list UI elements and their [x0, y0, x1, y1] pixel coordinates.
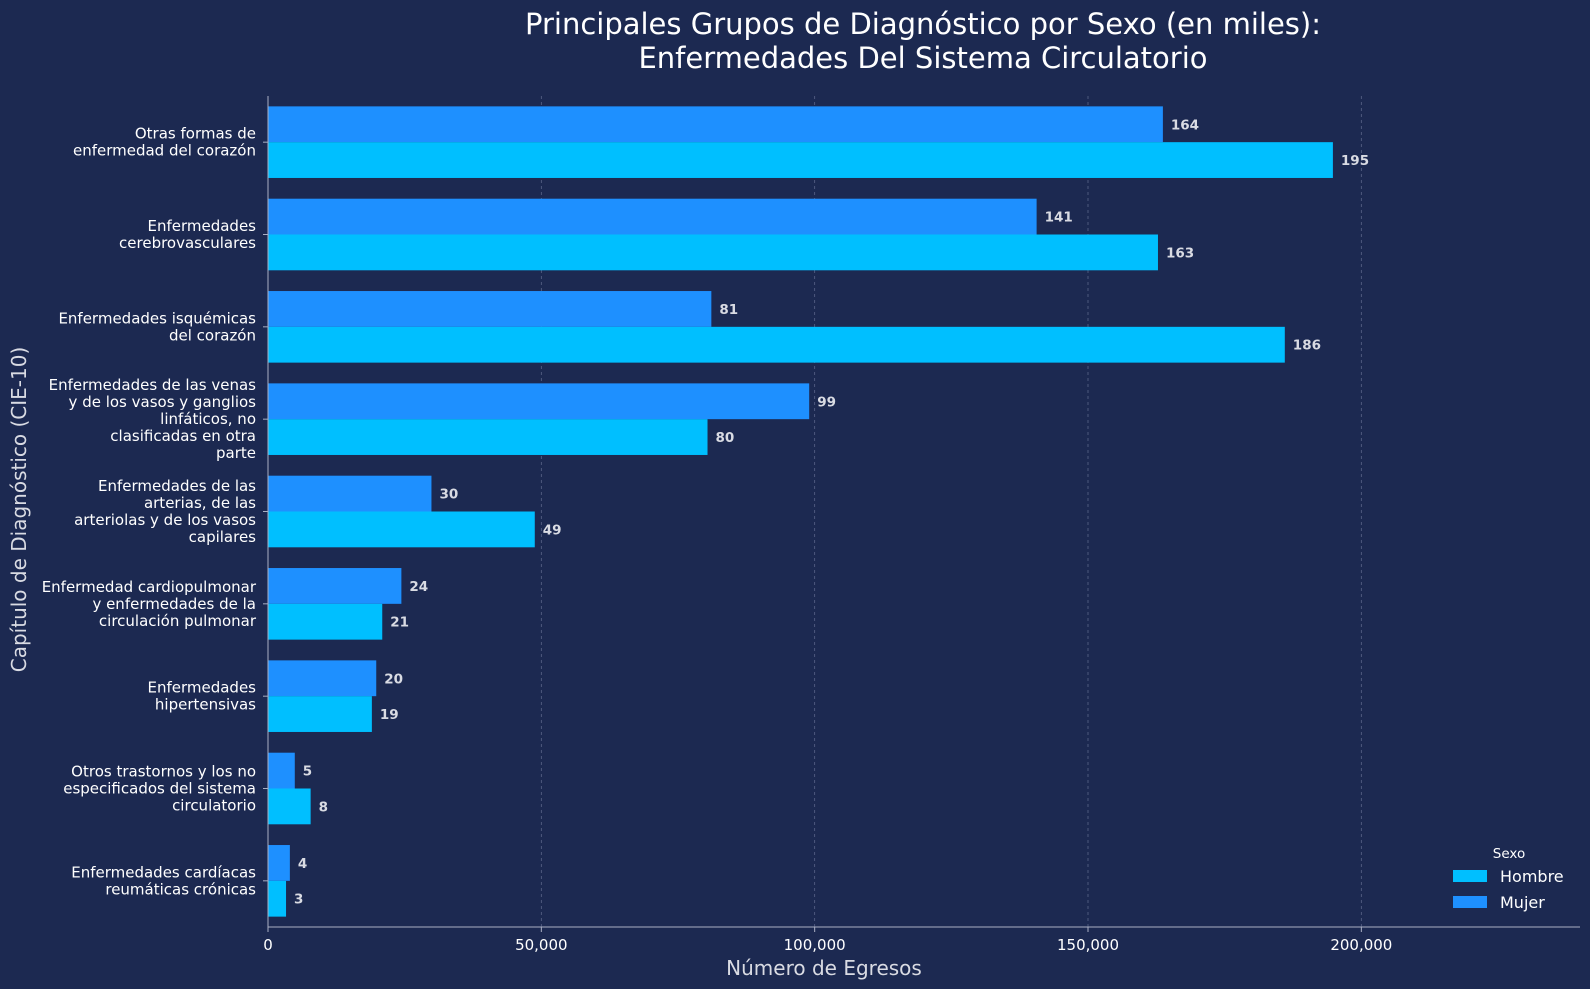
category-label-9: Enfermedades cardíacas reumáticas crónica… [71, 863, 256, 898]
data-label-mujer-7: 20 [384, 671, 403, 687]
data-label-hombre-9: 3 [294, 892, 303, 908]
bar-hombre-8 [268, 788, 311, 825]
bar-mujer-2 [268, 198, 1037, 235]
data-label-mujer-9: 4 [298, 856, 307, 872]
category-label-5: Enfermedades de las arterias, de las arter… [74, 477, 256, 546]
bar-hombre-4 [268, 419, 708, 455]
bar-mujer-7 [268, 660, 377, 697]
bar-hombre-7 [268, 696, 372, 732]
bar-mujer-4 [268, 383, 810, 420]
bar-mujer-6 [268, 568, 402, 604]
bar-mujer-5 [268, 475, 432, 512]
data-label-mujer-5: 30 [439, 487, 458, 503]
bar-hombre-2 [268, 234, 1158, 271]
category-label-7: Enfermedades hipertensivas [147, 679, 256, 714]
data-label-hombre-6: 21 [390, 615, 409, 631]
data-label-hombre-2: 163 [1166, 245, 1194, 261]
data-label-hombre-4: 80 [716, 430, 735, 446]
bar-hombre-3 [268, 326, 1285, 363]
bar-mujer-1 [268, 106, 1163, 143]
category-label-6: Enfermedad cardiopulmonar y enfermedades … [42, 578, 257, 630]
legend-swatch-hombre [1453, 870, 1487, 882]
legend-title: Sexo [1493, 846, 1525, 862]
x-tick-label-1: 50,000 [515, 936, 568, 954]
bar-mujer-9 [268, 845, 290, 881]
x-tick-label-0: 0 [263, 936, 273, 954]
x-tick-label-4: 200,000 [1330, 936, 1392, 954]
bar-mujer-3 [268, 291, 712, 327]
bar-hombre-1 [268, 142, 1333, 178]
category-label-8: Otros trastornos y los no especificados d… [63, 763, 256, 815]
category-label-3: Enfermedades isquémicas del corazón [58, 309, 256, 344]
category-label-2: Enfermedades cerebrovasculares [119, 217, 256, 252]
legend: Sexo Hombre Mujer [1453, 846, 1564, 912]
bar-hombre-5 [268, 511, 535, 548]
axes-layer [263, 96, 1580, 932]
data-label-mujer-6: 24 [409, 579, 428, 595]
text-layer: Principales Grupos de Diagnóstico por Se… [7, 7, 1392, 980]
legend-label-hombre: Hombre [1500, 867, 1564, 886]
chart-title-line-1: Principales Grupos de Diagnóstico por Se… [525, 7, 1321, 41]
x-tick-label-3: 150,000 [1057, 936, 1119, 954]
data-label-mujer-2: 141 [1045, 210, 1073, 226]
x-axis-label: Número de Egresos [726, 956, 922, 980]
legend-swatch-mujer [1453, 896, 1487, 908]
category-label-1: Otras formas de enfermedad del corazón [73, 125, 256, 160]
data-label-hombre-1: 195 [1341, 153, 1369, 169]
bar-hombre-9 [268, 880, 287, 917]
bar-mujer-8 [268, 752, 295, 789]
bar-hombre-6 [268, 603, 383, 640]
data-label-mujer-4: 99 [817, 394, 836, 410]
category-label-4: Enfermedades de las venas y de los vasos … [49, 376, 257, 462]
data-label-hombre-5: 49 [543, 522, 562, 538]
data-label-mujer-8: 5 [303, 764, 312, 780]
data-label-mujer-1: 164 [1171, 117, 1199, 133]
y-axis-label: Capítulo de Diagnóstico (CIE-10) [7, 347, 31, 673]
data-label-mujer-3: 81 [719, 302, 738, 318]
data-label-hombre-7: 19 [380, 707, 399, 723]
legend-label-mujer: Mujer [1500, 893, 1545, 912]
chart-title-line-2: Enfermedades Del Sistema Circulatorio [638, 41, 1207, 75]
bars-layer [268, 106, 1333, 917]
data-label-hombre-8: 8 [319, 799, 328, 815]
data-label-hombre-3: 186 [1293, 338, 1321, 354]
x-tick-label-2: 100,000 [784, 936, 846, 954]
